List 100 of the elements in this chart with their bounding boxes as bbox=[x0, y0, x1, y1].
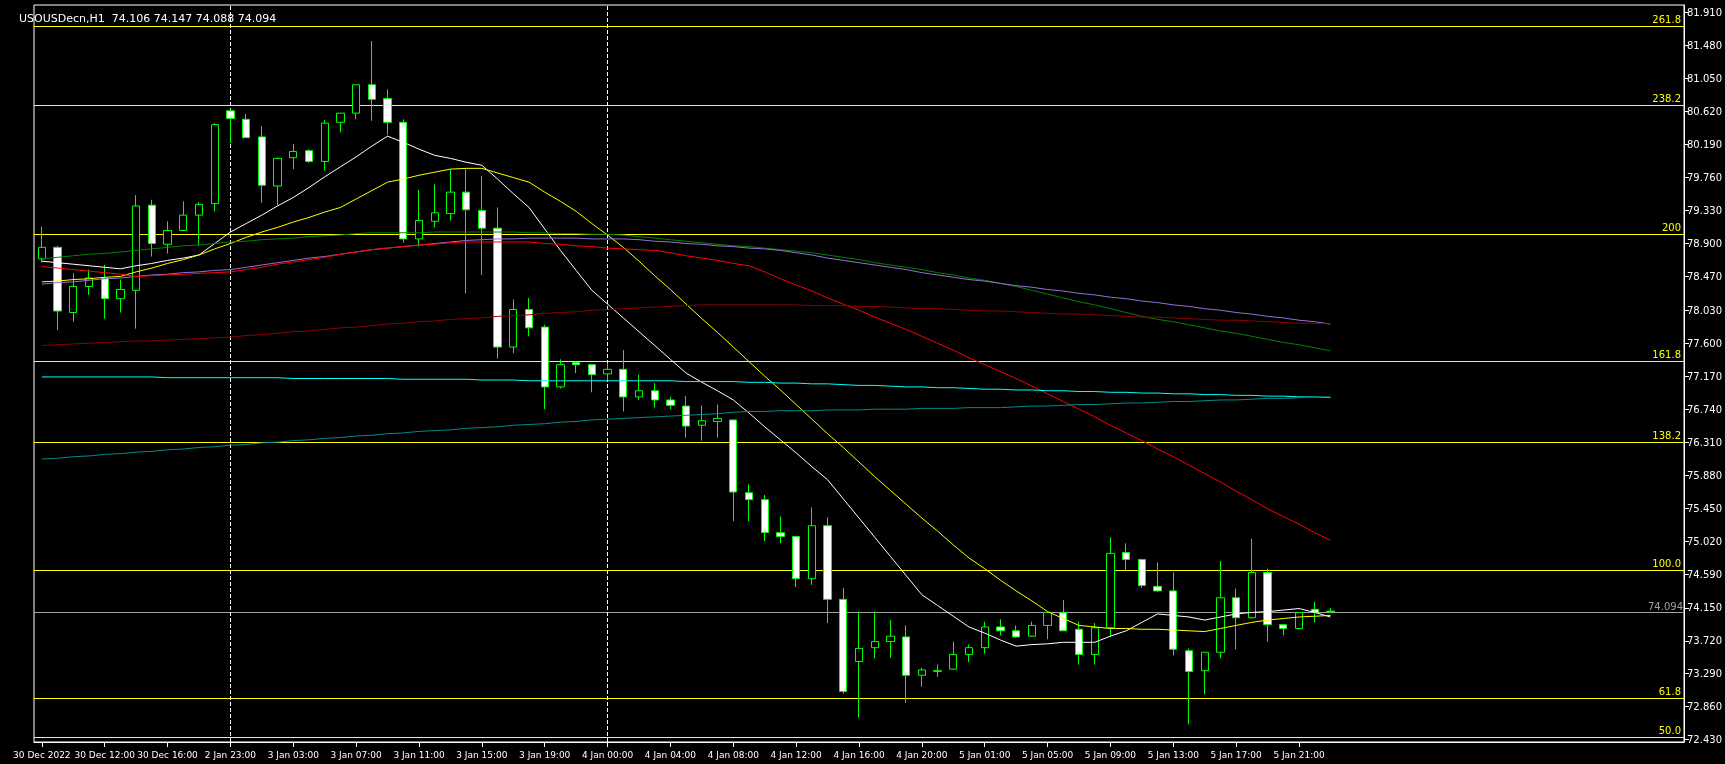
candlestick bbox=[1059, 599, 1067, 632]
x-tick-label: 30 Dec 16:00 bbox=[137, 749, 199, 760]
y-tick-label: 75.020 bbox=[1687, 535, 1723, 547]
y-tick-label: 78.470 bbox=[1687, 270, 1723, 282]
candlestick bbox=[321, 119, 329, 172]
candlestick bbox=[1311, 601, 1319, 623]
candlestick bbox=[368, 40, 376, 122]
candlestick bbox=[1248, 538, 1256, 620]
x-tick-label: 4 Jan 04:00 bbox=[644, 749, 697, 760]
x-tick-label: 3 Jan 07:00 bbox=[330, 749, 383, 760]
y-tick-label: 79.330 bbox=[1687, 205, 1723, 217]
candlestick bbox=[729, 419, 737, 522]
candlestick bbox=[525, 297, 533, 337]
x-tick-label: 3 Jan 19:00 bbox=[519, 749, 571, 760]
y-tick-label: 74.590 bbox=[1687, 568, 1723, 580]
candlestick bbox=[478, 175, 486, 276]
candlestick bbox=[1138, 558, 1146, 589]
x-tick-label: 3 Jan 11:00 bbox=[393, 749, 445, 760]
annotation: 138.2 bbox=[1652, 429, 1682, 441]
y-tick-label: 81.480 bbox=[1687, 40, 1723, 52]
y-tick-label: 75.450 bbox=[1687, 502, 1723, 514]
candlestick bbox=[53, 245, 62, 331]
x-tick-label: 5 Jan 13:00 bbox=[1147, 749, 1200, 760]
candlestick bbox=[713, 404, 722, 439]
x-tick-label: 4 Jan 12:00 bbox=[770, 749, 823, 760]
candlestick bbox=[1153, 562, 1162, 593]
candlestick bbox=[1201, 651, 1209, 695]
y-tick-label: 76.310 bbox=[1687, 436, 1723, 448]
candlestick bbox=[38, 226, 46, 264]
candlestick bbox=[745, 483, 753, 522]
annotation: 200 bbox=[1661, 221, 1682, 233]
y-tick-label: 79.760 bbox=[1687, 172, 1723, 184]
candlestick bbox=[666, 396, 675, 410]
line-series bbox=[41, 241, 1331, 541]
candlestick bbox=[352, 84, 360, 120]
annotation: 100.0 bbox=[1652, 557, 1682, 569]
line-series bbox=[41, 231, 1331, 352]
candlestick bbox=[1263, 568, 1272, 643]
y-tick-label: 72.860 bbox=[1687, 701, 1723, 713]
candlestick bbox=[918, 667, 926, 688]
candlestick bbox=[855, 611, 863, 718]
candlestick bbox=[588, 364, 596, 393]
candlestick bbox=[1028, 621, 1036, 638]
candlestick bbox=[1091, 622, 1099, 666]
x-tick-label: 4 Jan 20:00 bbox=[896, 749, 948, 760]
candlestick bbox=[305, 148, 313, 164]
y-tick-label: 77.600 bbox=[1687, 337, 1723, 349]
candlestick bbox=[242, 113, 250, 139]
candlestick bbox=[698, 404, 706, 442]
candlestick bbox=[116, 279, 125, 314]
candlestick bbox=[179, 200, 187, 231]
candlestick bbox=[415, 189, 423, 248]
y-tick-label: 73.290 bbox=[1687, 668, 1723, 680]
candlestick bbox=[1326, 607, 1335, 614]
annotation: 238.2 bbox=[1652, 92, 1682, 104]
text: USOUSDecn,H1 74.106 74.147 74.088 74.094 bbox=[19, 12, 277, 25]
candlestick bbox=[603, 362, 612, 381]
x-tick-label: 2 Jan 23:00 bbox=[204, 749, 257, 760]
y-tick-label: 81.910 bbox=[1687, 7, 1723, 19]
y-tick-label: 80.620 bbox=[1687, 106, 1723, 118]
candlestick bbox=[258, 125, 266, 204]
candlestick bbox=[839, 587, 847, 695]
candlestick bbox=[556, 358, 565, 389]
candlestick bbox=[101, 264, 109, 320]
candlestick bbox=[336, 112, 345, 133]
candlestick bbox=[462, 168, 470, 294]
candlestick bbox=[635, 374, 643, 401]
x-tick-label: 30 Dec 12:00 bbox=[74, 749, 136, 760]
candlestick bbox=[163, 220, 172, 254]
candlestick bbox=[1185, 647, 1193, 725]
y-tick-label: 77.170 bbox=[1687, 370, 1723, 382]
candlestick bbox=[195, 201, 203, 247]
candlestick bbox=[761, 494, 769, 542]
x-tick-label: 3 Jan 15:00 bbox=[456, 749, 508, 760]
candlestick bbox=[996, 618, 1005, 636]
candlestick bbox=[886, 619, 895, 659]
candlestick bbox=[792, 535, 800, 588]
candlestick bbox=[949, 641, 957, 671]
y-tick-label: 74.150 bbox=[1687, 602, 1723, 614]
candlestick bbox=[1106, 536, 1115, 638]
candlestick bbox=[776, 516, 785, 544]
x-tick-label: 3 Jan 03:00 bbox=[267, 749, 320, 760]
candlestick bbox=[273, 157, 282, 206]
y-tick-label: 75.880 bbox=[1687, 469, 1723, 481]
candlestick bbox=[148, 199, 156, 258]
candlestick bbox=[431, 183, 439, 228]
y-tick-label: 72.430 bbox=[1687, 734, 1723, 746]
x-tick-label: 5 Jan 01:00 bbox=[959, 749, 1011, 760]
y-tick-label: 76.740 bbox=[1687, 403, 1723, 415]
line-series bbox=[41, 304, 1331, 347]
y-tick-label: 81.050 bbox=[1687, 73, 1723, 85]
x-tick-label: 5 Jan 05:00 bbox=[1021, 749, 1074, 760]
candlestick bbox=[211, 122, 219, 212]
x-tick-label: 5 Jan 21:00 bbox=[1273, 749, 1325, 760]
candlestick bbox=[981, 621, 989, 655]
candlestick bbox=[132, 194, 140, 330]
x-tick-label: 5 Jan 17:00 bbox=[1210, 749, 1263, 760]
candlestick bbox=[572, 361, 580, 374]
candlestick bbox=[619, 349, 627, 412]
candlestick bbox=[808, 506, 816, 586]
